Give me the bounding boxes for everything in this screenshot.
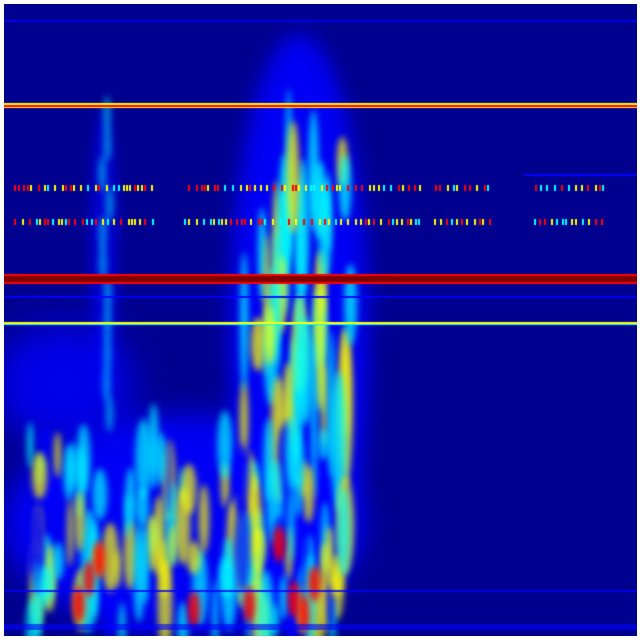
spectrogram-image <box>4 4 637 636</box>
spectrogram-canvas <box>4 4 637 636</box>
